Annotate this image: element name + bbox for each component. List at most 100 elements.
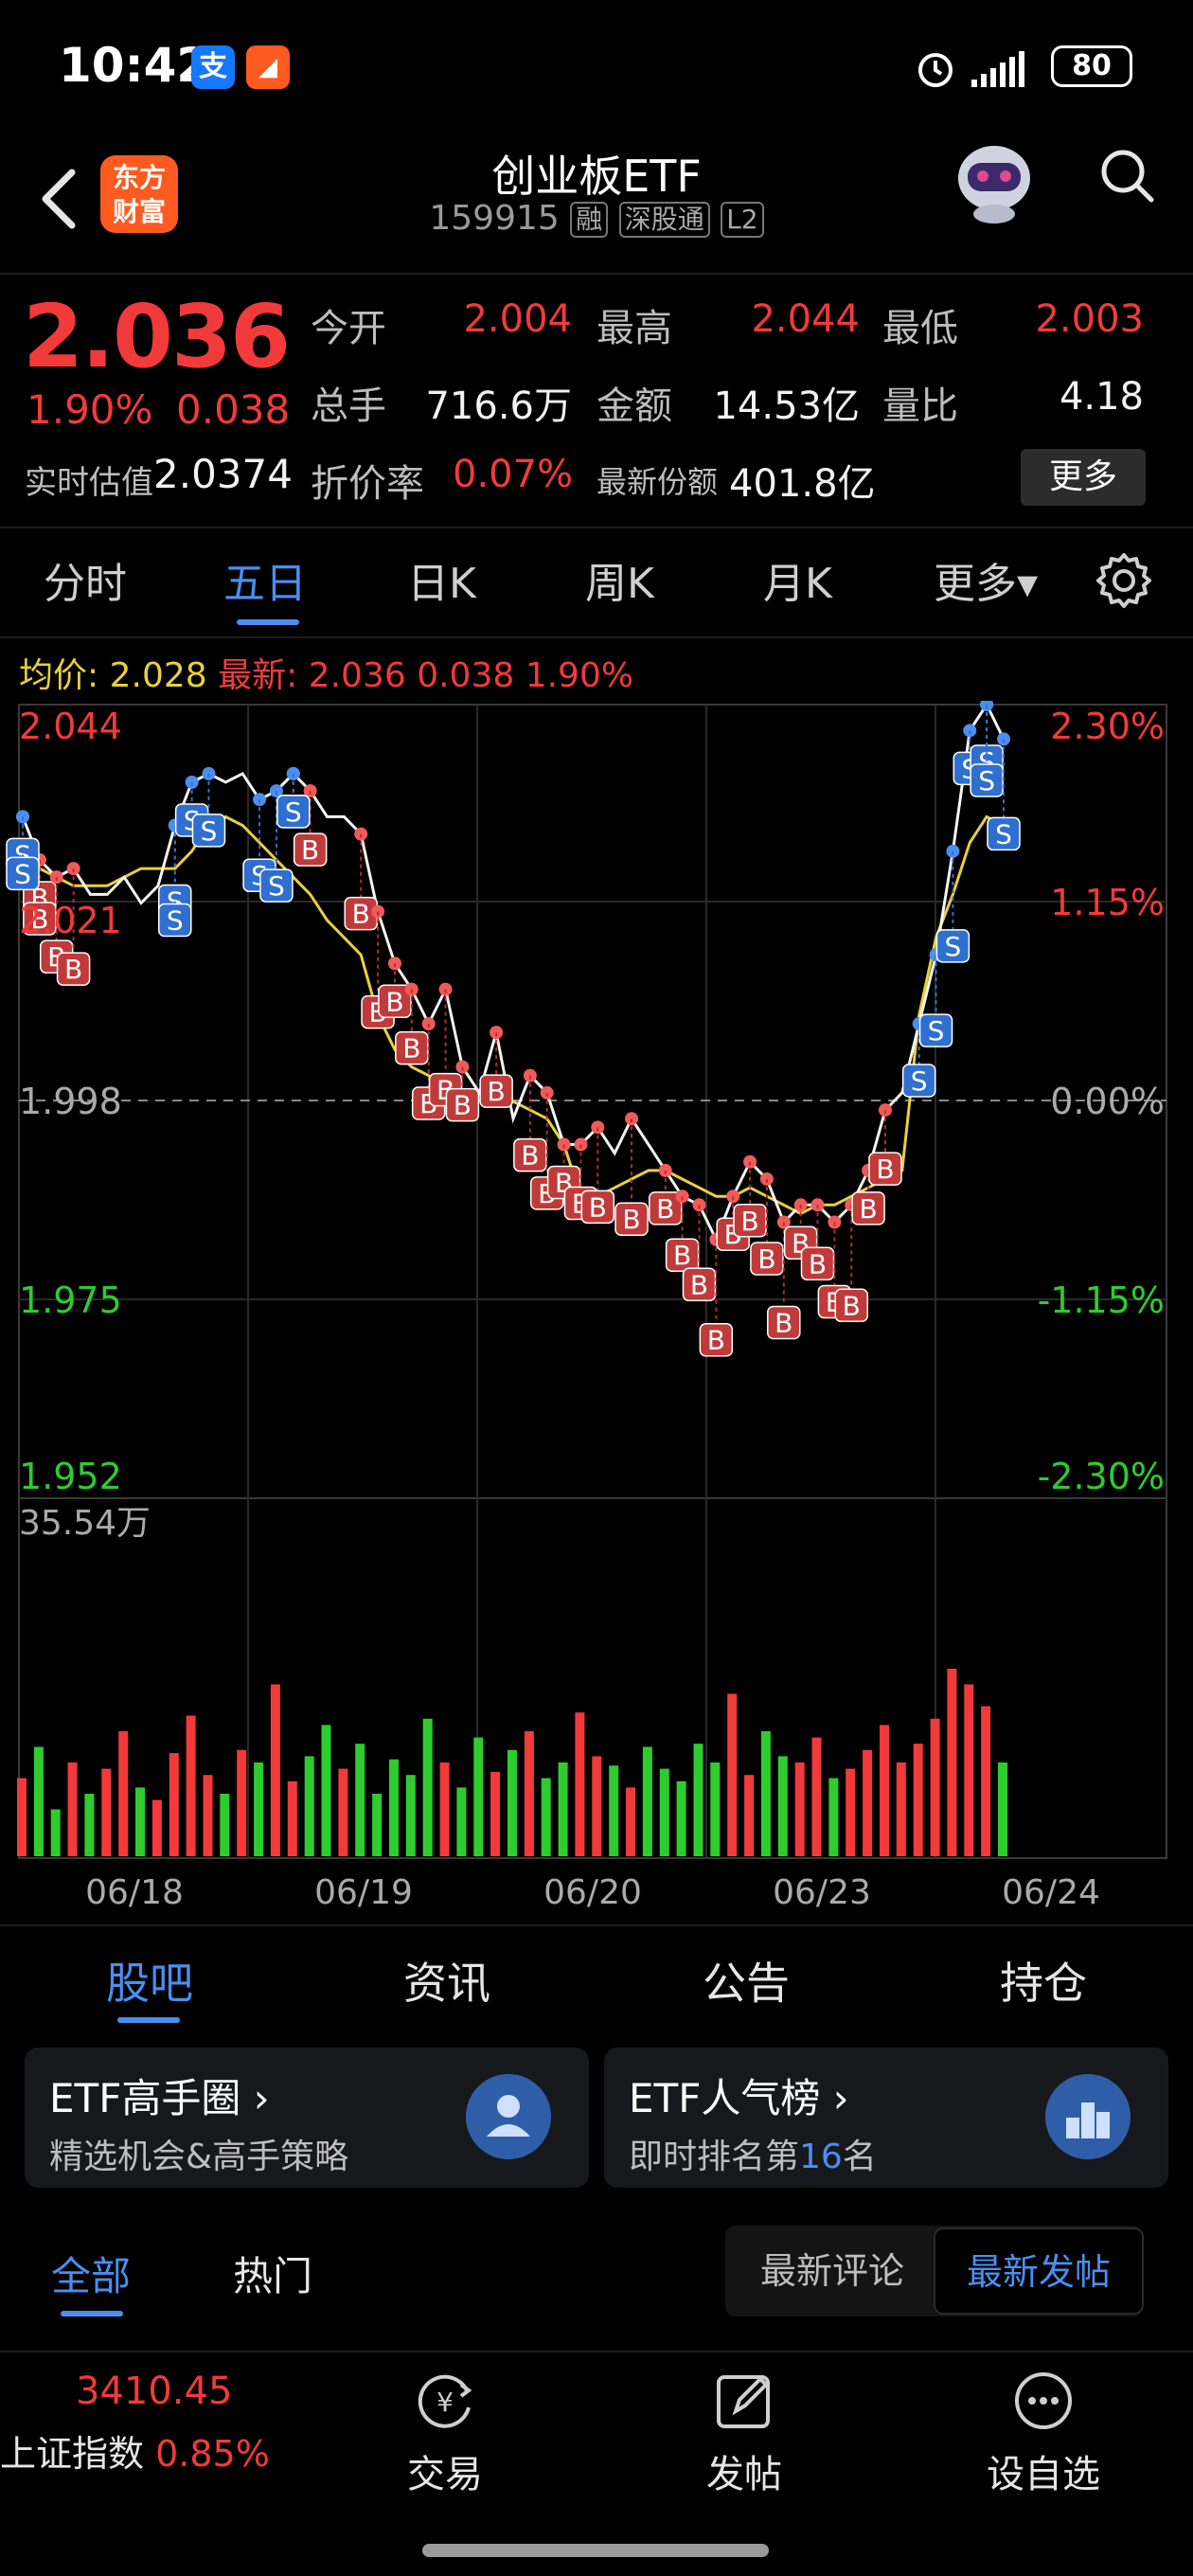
premium-label: 折价率	[311, 462, 424, 506]
rank-number: 16	[799, 2138, 843, 2176]
svg-text:S: S	[911, 1065, 928, 1097]
index-value[interactable]: 3410.45	[76, 2370, 233, 2413]
sell-marker: S	[935, 844, 970, 963]
tab-weekly-k[interactable]: 周K	[585, 560, 654, 608]
back-icon[interactable]	[32, 161, 89, 237]
page-title: 创业板ETF	[491, 151, 702, 202]
open-value: 2.004	[463, 297, 572, 341]
nav-add-watchlist[interactable]: 设自选	[949, 2368, 1138, 2498]
search-icon[interactable]	[1098, 147, 1155, 204]
nav-post[interactable]: 发帖	[650, 2368, 839, 2498]
volume-bar	[744, 1775, 755, 1856]
filter-all[interactable]: 全部	[51, 2253, 132, 2299]
more-quote-button[interactable]: 更多	[1021, 449, 1146, 506]
status-time: 10:42	[59, 38, 210, 93]
five-day-chart[interactable]: BBBBBBBBBBBBBBBBBBBBBBBBBBBBBBBBBBSSSSSS…	[0, 701, 1193, 1923]
volume-bar	[439, 1762, 450, 1856]
tab-monthly-k[interactable]: 月K	[763, 560, 832, 608]
volume-bar	[846, 1768, 856, 1856]
svg-text:¥: ¥	[436, 2387, 454, 2418]
volume-bar	[287, 1780, 297, 1856]
buy-marker: B	[649, 1163, 683, 1225]
card-subtitle: 精选机会&高手策略	[49, 2138, 349, 2176]
volume-bar	[389, 1759, 399, 1856]
chart-legend: 均价: 2.028 最新: 2.036 0.038 1.90%	[19, 648, 633, 697]
volume-bar	[964, 1684, 974, 1856]
last-price: 2.036	[23, 286, 291, 387]
amount-label: 金额	[596, 385, 672, 428]
quote-panel	[0, 273, 1193, 528]
buy-marker: B	[378, 957, 412, 1019]
buy-marker: B	[665, 1190, 700, 1272]
estimate-label: 实时估值	[25, 464, 153, 502]
avg-label: 均价:	[19, 656, 99, 695]
gear-icon[interactable]	[1095, 551, 1153, 610]
buy-marker: B	[513, 1068, 547, 1172]
x-tick-0618: 06/18	[85, 1873, 184, 1912]
y-right-center: 0.00%	[1050, 1081, 1165, 1122]
tag-margin: 融	[570, 202, 609, 238]
card-title: ETF人气榜 ›	[629, 2075, 849, 2121]
volume-bar	[777, 1756, 788, 1856]
svg-text:B: B	[402, 1033, 420, 1064]
buy-marker: B	[580, 1120, 615, 1225]
volume-label: 总手	[311, 385, 386, 428]
section-tabs	[0, 1924, 1193, 2044]
nav-trade[interactable]: ¥ 交易	[350, 2368, 540, 2498]
svg-text:B: B	[589, 1191, 607, 1223]
index-row[interactable]: 上证指数 0.85%	[0, 2424, 270, 2477]
volume-bar	[456, 1787, 467, 1856]
volume-bar	[135, 1787, 145, 1856]
tab-news[interactable]: 资讯	[403, 1958, 490, 2009]
change-amount: 0.038	[176, 386, 291, 433]
tab-five-day[interactable]: 五日	[223, 560, 307, 608]
home-indicator[interactable]	[422, 2544, 769, 2557]
etf-popularity-card[interactable]: ETF人气榜 › 即时排名第16名	[604, 2048, 1168, 2188]
volume-bar	[609, 1765, 619, 1856]
tab-intraday[interactable]: 分时	[44, 560, 127, 608]
edit-icon	[717, 2375, 770, 2428]
tab-daily-k[interactable]: 日K	[407, 560, 476, 608]
svg-text:B: B	[521, 1140, 539, 1172]
volume-bar	[151, 1799, 162, 1856]
robot-assistant-icon[interactable]	[947, 133, 1042, 227]
volume-bar	[254, 1762, 264, 1856]
etf-experts-card[interactable]: ETF高手圈 › 精选机会&高手策略	[25, 2048, 589, 2188]
tab-forum[interactable]: 股吧	[106, 1958, 193, 2009]
svg-text:S: S	[928, 1015, 945, 1046]
svg-text:B: B	[301, 834, 319, 866]
tab-more[interactable]: 更多▾	[934, 560, 1039, 608]
buy-marker: B	[614, 1112, 649, 1236]
signal-icon	[971, 51, 1024, 87]
volume-bar	[270, 1684, 280, 1856]
x-tick-0624: 06/24	[1002, 1873, 1100, 1912]
svg-text:S: S	[945, 931, 962, 962]
volume-bar	[101, 1768, 112, 1856]
more-dots-icon	[1015, 2372, 1072, 2429]
volume-bar	[422, 1718, 433, 1856]
volume-bar	[541, 1778, 551, 1856]
svg-text:B: B	[809, 1248, 827, 1279]
experts-icon	[466, 2074, 551, 2159]
sort-latest-post[interactable]: 最新发帖	[934, 2227, 1144, 2315]
buy-marker: B	[56, 862, 91, 986]
svg-text:S: S	[167, 905, 184, 937]
change-percent: 1.90%	[27, 386, 153, 433]
sort-latest-comment[interactable]: 最新评论	[759, 2250, 904, 2292]
buy-marker: B	[395, 982, 429, 1065]
sell-marker: S	[6, 810, 40, 891]
tab-holdings[interactable]: 持仓	[1000, 1958, 1087, 2009]
filter-hot[interactable]: 热门	[233, 2253, 313, 2299]
volume-bar	[760, 1731, 771, 1856]
tab-announcements[interactable]: 公告	[703, 1958, 790, 2009]
x-tick-0620: 06/20	[543, 1873, 642, 1912]
svg-text:B: B	[757, 1243, 775, 1275]
volume-bar	[405, 1775, 416, 1856]
volume-bar	[592, 1756, 602, 1856]
y-left-bottom: 1.952	[19, 1456, 122, 1497]
volume-bar	[659, 1768, 669, 1856]
volume-bar	[33, 1746, 44, 1856]
y-right-bottom: -2.30%	[1038, 1456, 1165, 1497]
svg-text:S: S	[285, 796, 302, 828]
volume-bar	[372, 1794, 383, 1856]
